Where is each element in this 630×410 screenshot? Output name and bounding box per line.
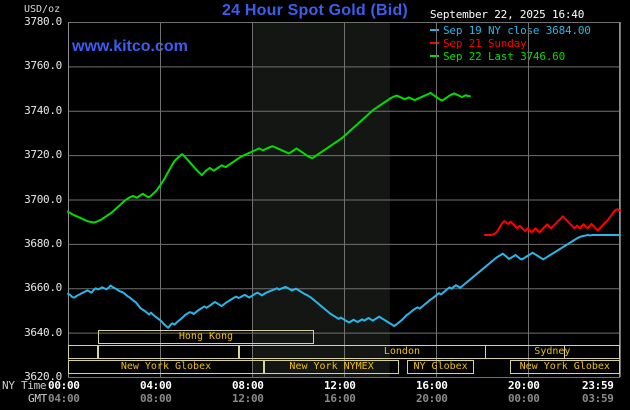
page-title: 24 Hour Spot Gold (Bid) xyxy=(222,2,408,19)
y-tick-label-2: 3740.0 xyxy=(24,103,62,117)
y-tick-label-7: 3640.0 xyxy=(24,325,62,339)
x-axis-row2-label: GMT xyxy=(28,392,47,405)
kitco-watermark: www.kitco.com xyxy=(72,38,188,55)
x-tick-gmt-2: 12:00 xyxy=(232,392,264,405)
x-tick-gmt-3: 16:00 xyxy=(324,392,356,405)
session-bar-2-2: NY Globex xyxy=(407,360,474,374)
session-bar-2-1: New York NYMEX xyxy=(263,360,400,374)
legend-label-0: Sep 19 NY close 3684.00 xyxy=(443,24,591,37)
timestamp: September 22, 2025 16:40 xyxy=(430,8,585,21)
legend-item-1: Sep 21 Sunday xyxy=(430,37,591,50)
y-axis-units-label: USD/oz xyxy=(24,4,61,15)
legend-item-2: Sep 22 Last 3746.60 xyxy=(430,50,591,63)
legend-item-0: Sep 19 NY close 3684.00 xyxy=(430,24,591,37)
x-tick-gmt-4: 20:00 xyxy=(416,392,448,405)
y-tick-label-0: 3780.0 xyxy=(24,15,62,28)
session-bar-0-0: Hong Kong xyxy=(98,330,314,344)
y-tick-label-4: 3700.0 xyxy=(24,192,62,206)
legend-label-1: Sep 21 Sunday xyxy=(443,37,527,50)
y-tick-label-8: 3620.0 xyxy=(24,370,62,383)
session-bar-2-0: New York Globex xyxy=(68,360,264,374)
x-tick-gmt-5: 00:00 xyxy=(508,392,540,405)
x-tick-ny-6: 23:59 xyxy=(582,379,614,392)
session-bar-1-2: London xyxy=(239,345,565,359)
x-tick-ny-2: 08:00 xyxy=(232,379,264,392)
x-axis-row1-label: NY Time xyxy=(2,379,47,392)
x-tick-ny-5: 20:00 xyxy=(508,379,540,392)
x-tick-ny-0: 00:00 xyxy=(48,379,80,392)
x-tick-ny-4: 16:00 xyxy=(416,379,448,392)
session-bar-1-3: Sydney xyxy=(484,345,620,359)
session-bar-2-3: New York Globex xyxy=(509,360,620,374)
session-bar-1-1 xyxy=(98,345,240,359)
x-tick-gmt-1: 08:00 xyxy=(140,392,172,405)
y-tick-label-3: 3720.0 xyxy=(24,148,62,162)
y-tick-label-1: 3760.0 xyxy=(24,59,62,73)
x-tick-gmt-6: 03:59 xyxy=(582,392,614,405)
legend-swatch-1 xyxy=(430,42,439,44)
y-tick-label-5: 3680.0 xyxy=(24,236,62,250)
x-tick-gmt-0: 04:00 xyxy=(48,392,80,405)
session-bar-1-0 xyxy=(68,345,99,359)
legend: Sep 19 NY close 3684.00 Sep 21 Sunday Se… xyxy=(430,24,591,63)
x-tick-ny-1: 04:00 xyxy=(140,379,172,392)
y-tick-label-6: 3660.0 xyxy=(24,281,62,295)
legend-swatch-2 xyxy=(430,55,439,57)
legend-swatch-0 xyxy=(430,29,439,31)
legend-label-2: Sep 22 Last 3746.60 xyxy=(443,50,566,63)
x-tick-ny-3: 12:00 xyxy=(324,379,356,392)
